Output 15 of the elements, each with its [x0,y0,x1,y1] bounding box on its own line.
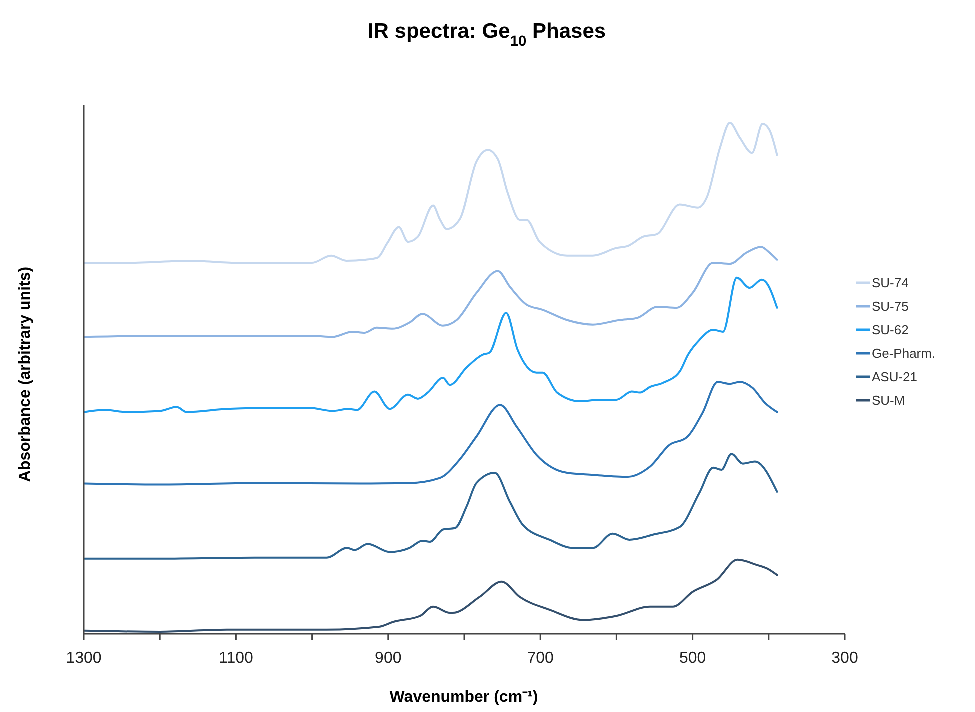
x-axis-title: Wavenumber (cm⁻¹) [390,689,538,706]
legend-label: SU-75 [872,299,909,314]
legend-label: Ge-Pharm. [872,346,936,362]
x-tick-label: 700 [527,650,554,667]
y-axis-title: Absorbance (arbitrary units) [17,266,34,482]
legend-label: SU-62 [872,322,909,338]
x-tick-label: 300 [832,650,858,667]
legend-label: ASU-21 [872,370,918,385]
x-tick-label: 1100 [218,650,254,667]
legend-label: SU-74 [872,276,909,291]
x-tick-label: 1300 [66,650,102,667]
legend-label: SU-M [872,393,906,408]
chart-title: IR spectra: Ge$_{10}$ Phases [368,20,606,50]
x-tick-label: 900 [375,650,402,667]
x-tick-label: 500 [679,650,706,667]
